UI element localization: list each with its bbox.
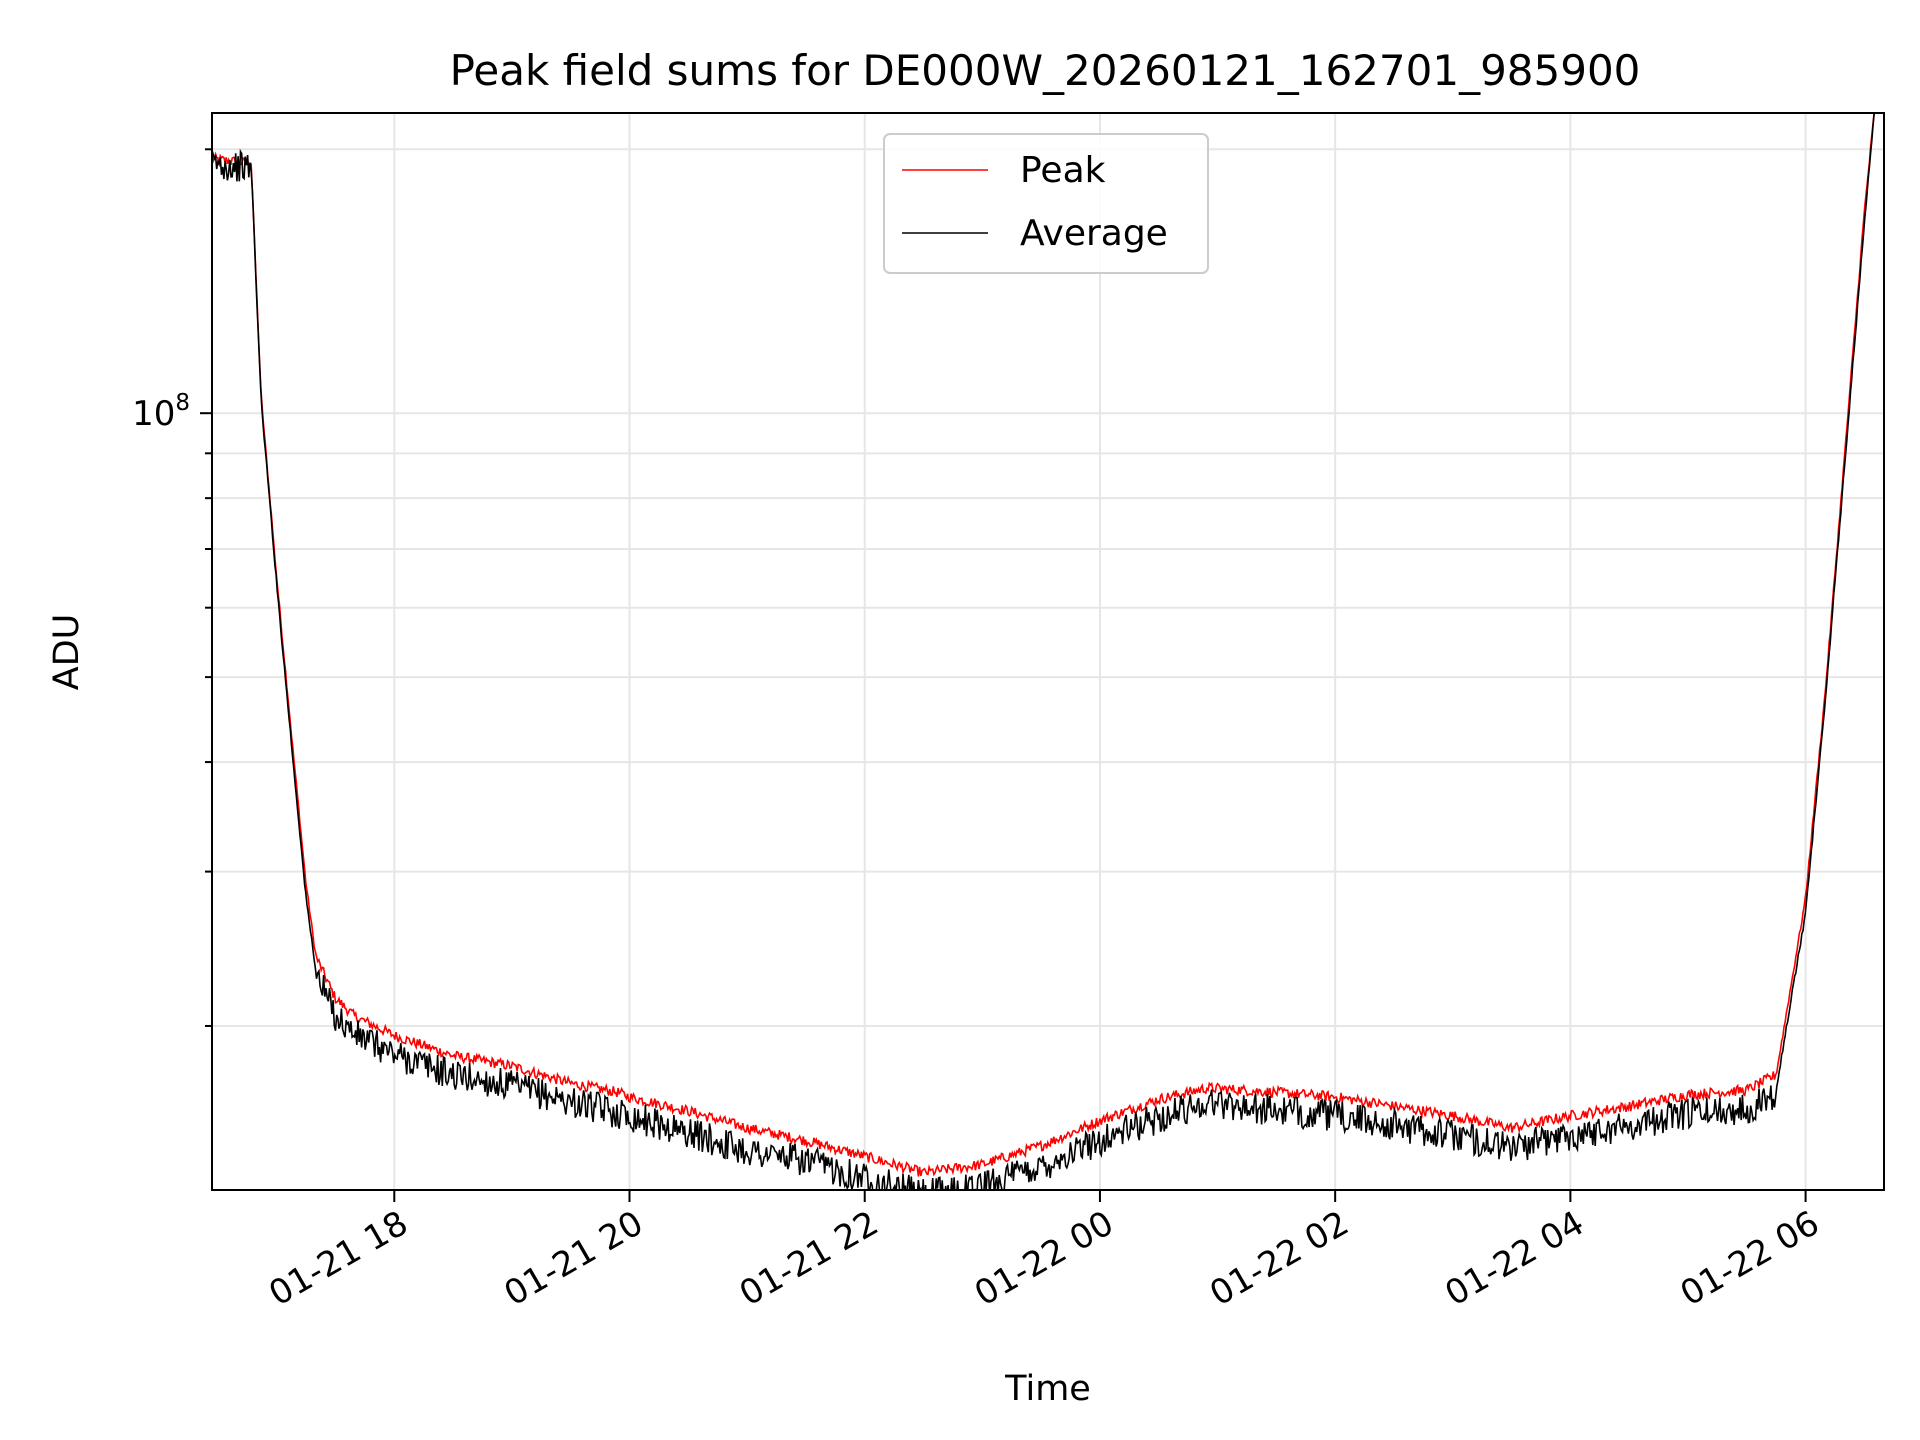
x-axis: 01-21 18 01-21 20 01-21 22 01-22 00 01-22 02… (262, 1190, 1826, 1314)
y-tick-label: 108 (132, 390, 190, 434)
legend-label-average: Average (1020, 213, 1168, 254)
y-axis: 108 (132, 148, 212, 1027)
x-tick-label: 01-22 06 (1674, 1203, 1826, 1314)
x-tick-label: 01-22 00 (968, 1203, 1120, 1314)
legend-label-peak: Peak (1020, 150, 1106, 191)
x-tick-label: 01-22 02 (1203, 1203, 1355, 1314)
grid (212, 113, 1884, 1190)
x-tick-label: 01-22 04 (1438, 1203, 1590, 1314)
chart-title: Peak field sums for DE000W_20260121_1627… (450, 46, 1641, 95)
plot-frame (211, 112, 1885, 1191)
legend-box (883, 133, 1209, 274)
legend: Peak Average (883, 133, 1209, 274)
x-axis-label: Time (1004, 1369, 1091, 1409)
series-line-peak (212, 113, 1875, 1177)
series-layer (212, 113, 1875, 1190)
x-tick-label: 01-21 18 (262, 1203, 414, 1314)
series-line-average (212, 113, 1875, 1190)
x-tick-label: 01-21 22 (733, 1203, 885, 1314)
y-axis-label: ADU (47, 614, 87, 691)
x-tick-label: 01-21 20 (498, 1203, 650, 1314)
